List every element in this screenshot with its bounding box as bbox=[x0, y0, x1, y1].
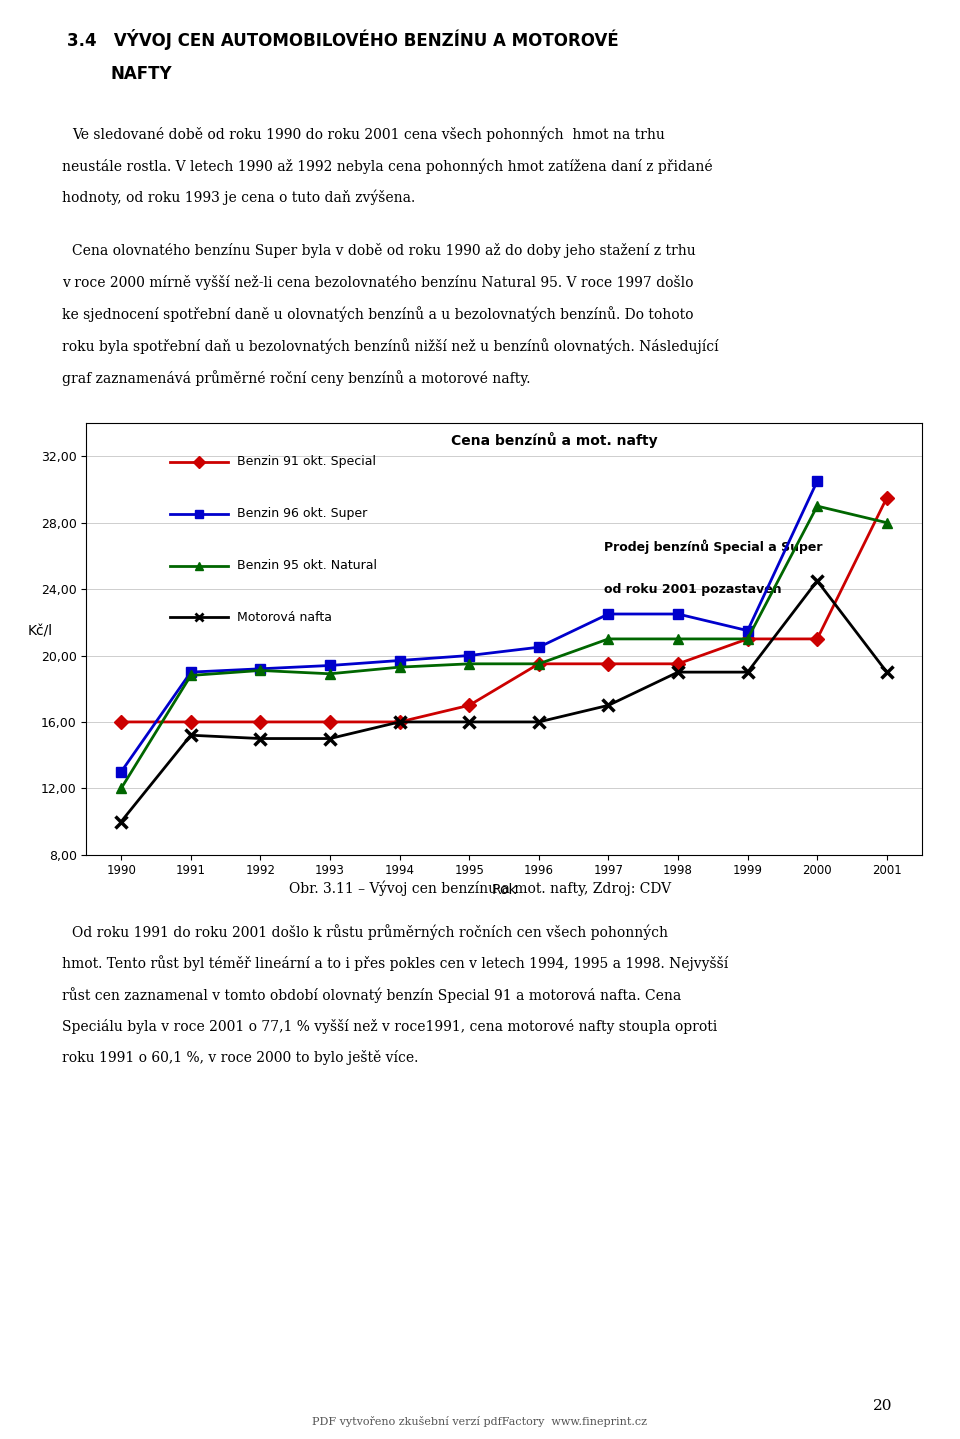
Text: neustále rostla. V letech 1990 až 1992 nebyla cena pohonných hmot zatížena daní : neustále rostla. V letech 1990 až 1992 n… bbox=[62, 158, 713, 174]
Text: Benzin 91 okt. Special: Benzin 91 okt. Special bbox=[237, 455, 375, 469]
Text: od roku 2001 pozastaven: od roku 2001 pozastaven bbox=[604, 583, 781, 596]
Text: 20: 20 bbox=[874, 1399, 893, 1413]
Text: Od roku 1991 do roku 2001 došlo k růstu průměrných ročních cen všech pohonných: Od roku 1991 do roku 2001 došlo k růstu … bbox=[72, 924, 668, 940]
Text: Motorová nafta: Motorová nafta bbox=[237, 610, 332, 625]
Text: NAFTY: NAFTY bbox=[110, 65, 172, 83]
Text: Benzin 96 okt. Super: Benzin 96 okt. Super bbox=[237, 507, 367, 521]
Text: PDF vytvořeno zkušební verzí pdfFactory  www.fineprint.cz: PDF vytvořeno zkušební verzí pdfFactory … bbox=[313, 1416, 647, 1427]
Text: graf zaznamenává průměrné roční ceny benzínů a motorové nafty.: graf zaznamenává průměrné roční ceny ben… bbox=[62, 370, 531, 386]
Text: Benzin 95 okt. Natural: Benzin 95 okt. Natural bbox=[237, 558, 376, 573]
Text: Prodej benzínů Special a Super: Prodej benzínů Special a Super bbox=[604, 540, 823, 554]
Text: Obr. 3.11 – Vývoj cen benzínu a mot. nafty, Zdroj: CDV: Obr. 3.11 – Vývoj cen benzínu a mot. naf… bbox=[289, 881, 671, 896]
Text: hmot. Tento růst byl téměř lineární a to i přes pokles cen v letech 1994, 1995 a: hmot. Tento růst byl téměř lineární a to… bbox=[62, 955, 729, 971]
Text: ke sjednocení spotřební daně u olovnatých benzínů a u bezolovnatých benzínů. Do : ke sjednocení spotřební daně u olovnatýc… bbox=[62, 307, 694, 322]
Text: růst cen zaznamenal v tomto období olovnatý benzín Special 91 a motorová nafta. : růst cen zaznamenal v tomto období olovn… bbox=[62, 987, 682, 1003]
Text: hodnoty, od roku 1993 je cena o tuto daň zvýšena.: hodnoty, od roku 1993 je cena o tuto daň… bbox=[62, 190, 416, 206]
Text: Ve sledované době od roku 1990 do roku 2001 cena všech pohonných  hmot na trhu: Ve sledované době od roku 1990 do roku 2… bbox=[72, 127, 665, 142]
Text: roku byla spotřební daň u bezolovnatých benzínů nižší než u benzínů olovnatých. : roku byla spotřební daň u bezolovnatých … bbox=[62, 338, 719, 354]
Text: Cena benzínů a mot. nafty: Cena benzínů a mot. nafty bbox=[451, 432, 658, 448]
Y-axis label: Kč/l: Kč/l bbox=[28, 625, 53, 639]
Text: Speciálu byla v roce 2001 o 77,1 % vyšší než v roce1991, cena motorové nafty sto: Speciálu byla v roce 2001 o 77,1 % vyšší… bbox=[62, 1019, 718, 1033]
X-axis label: Rok: Rok bbox=[492, 884, 516, 896]
Text: 3.4   VÝVOJ CEN AUTOMOBILOVÉHO BENZÍNU A MOTOROVÉ: 3.4 VÝVOJ CEN AUTOMOBILOVÉHO BENZÍNU A M… bbox=[67, 29, 619, 50]
Text: roku 1991 o 60,1 %, v roce 2000 to bylo ještě více.: roku 1991 o 60,1 %, v roce 2000 to bylo … bbox=[62, 1050, 419, 1065]
Text: v roce 2000 mírně vyšší než-li cena bezolovnatého benzínu Natural 95. V roce 199: v roce 2000 mírně vyšší než-li cena bezo… bbox=[62, 275, 694, 289]
Text: Cena olovnatého benzínu Super byla v době od roku 1990 až do doby jeho stažení z: Cena olovnatého benzínu Super byla v dob… bbox=[72, 243, 696, 258]
